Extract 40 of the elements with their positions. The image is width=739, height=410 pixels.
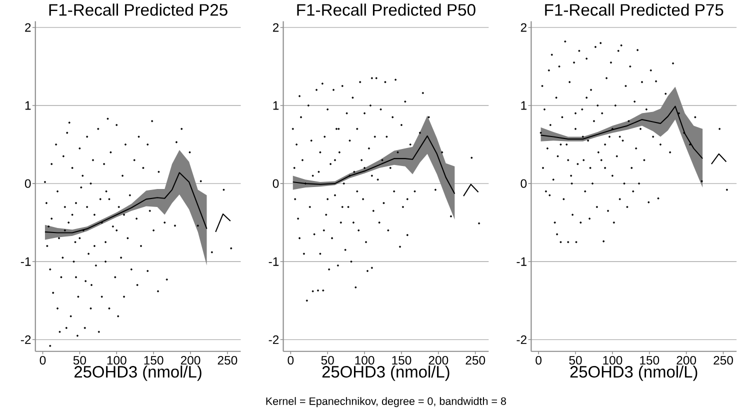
x-axis-title: 25OHD3 (nmol/L)	[570, 366, 698, 382]
x-tick-label: 200	[180, 356, 200, 365]
x-tick-label: 150	[392, 356, 412, 365]
y-tick-label: 1	[25, 101, 31, 110]
y-tick-label: 2	[272, 23, 279, 32]
chart-title: F1-Recall Predicted P75	[545, 4, 724, 16]
x-tick-label: 150	[144, 356, 164, 365]
chart-title: F1-Recall Predicted P50	[297, 4, 476, 16]
x-tick-label: 50	[321, 356, 334, 365]
y-tick-label: -2	[516, 336, 526, 344]
x-tick-label: 200	[428, 356, 448, 365]
y-tick-label: 1	[521, 101, 526, 110]
y-tick-label: -2	[20, 336, 31, 344]
x-tick-label: 0	[288, 356, 294, 365]
x-tick-label: 100	[603, 356, 622, 365]
y-tick-label: -1	[20, 258, 31, 266]
x-tick-label: 50	[569, 356, 582, 365]
x-tick-label: 100	[107, 356, 126, 365]
x-tick-label: 150	[640, 356, 660, 365]
y-tick-label: 0	[520, 179, 527, 188]
x-tick-label: 0	[40, 356, 46, 365]
y-tick-label: 1	[273, 101, 279, 110]
y-tick-label: -2	[268, 336, 279, 344]
x-tick-label: 50	[73, 356, 86, 365]
text: Kernel = Epanechnikov, degree = 0, bandwidth = 8	[266, 397, 506, 408]
x-tick-label: 0	[536, 356, 542, 365]
y-tick-label: -1	[516, 258, 526, 266]
x-tick-label: 250	[714, 356, 733, 365]
x-tick-label: 200	[676, 356, 696, 365]
x-axis-title: 25OHD3 (nmol/L)	[322, 366, 450, 382]
y-tick-label: 2	[25, 23, 31, 32]
y-tick-label: 2	[520, 23, 526, 32]
y-tick-label: 0	[24, 179, 31, 188]
y-tick-label: -1	[268, 258, 279, 266]
chart-title: F1-Recall Predicted P25	[49, 4, 228, 16]
x-tick-label: 250	[218, 356, 238, 365]
y-tick-label: 0	[272, 179, 279, 188]
x-tick-label: 250	[466, 356, 486, 365]
x-axis-title: 25OHD3 (nmol/L)	[74, 366, 202, 382]
x-tick-label: 100	[355, 356, 374, 365]
